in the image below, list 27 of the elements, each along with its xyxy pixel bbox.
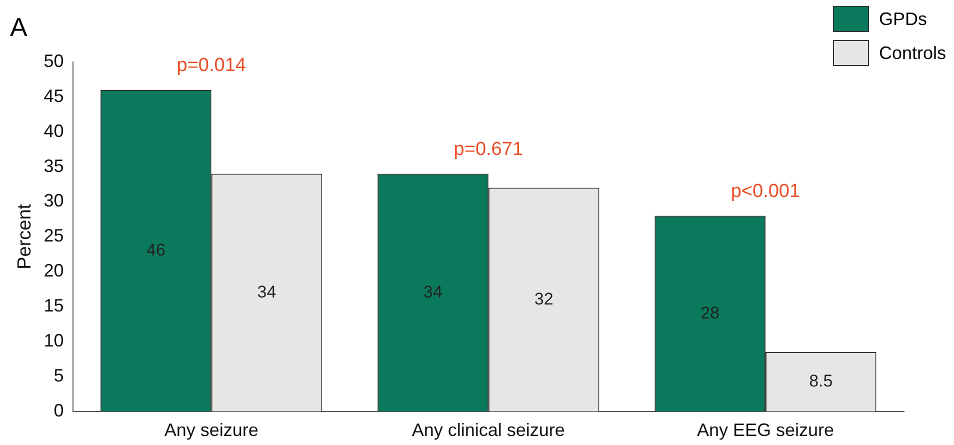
y-tick-label: 10 <box>44 330 64 350</box>
text: A <box>10 12 28 43</box>
legend-label: GPDs <box>878 8 927 30</box>
x-tick-label: Any seizure <box>164 420 258 440</box>
y-axis-title: Percent <box>14 203 36 270</box>
annotation: p=0.671 <box>454 139 524 160</box>
legend-label: Controls <box>878 42 946 64</box>
y-tick-label: 5 <box>54 365 64 386</box>
data-label: 8.5 <box>809 371 833 390</box>
y-tick-label: 45 <box>44 86 64 106</box>
data-label: 28 <box>700 303 720 322</box>
y-tick-label: 25 <box>44 226 64 246</box>
x-tick-label: Any EEG seizure <box>696 420 834 440</box>
data-label: 34 <box>424 282 442 302</box>
annotation: p<0.001 <box>730 180 800 202</box>
y-tick-label: 50 <box>44 50 64 71</box>
y-tick-label: 0 <box>54 400 64 420</box>
y-tick-label: 30 <box>44 190 64 211</box>
data-label: 46 <box>146 240 166 260</box>
annotation: p=0.014 <box>176 55 246 76</box>
y-tick-label: 15 <box>44 296 64 316</box>
data-label: 32 <box>534 289 554 308</box>
y-tick-label: 40 <box>44 120 64 141</box>
x-tick-label: Any clinical seizure <box>412 420 565 440</box>
data-label: 34 <box>257 282 276 302</box>
y-tick-label: 20 <box>44 260 64 281</box>
y-tick-label: 35 <box>44 156 64 176</box>
